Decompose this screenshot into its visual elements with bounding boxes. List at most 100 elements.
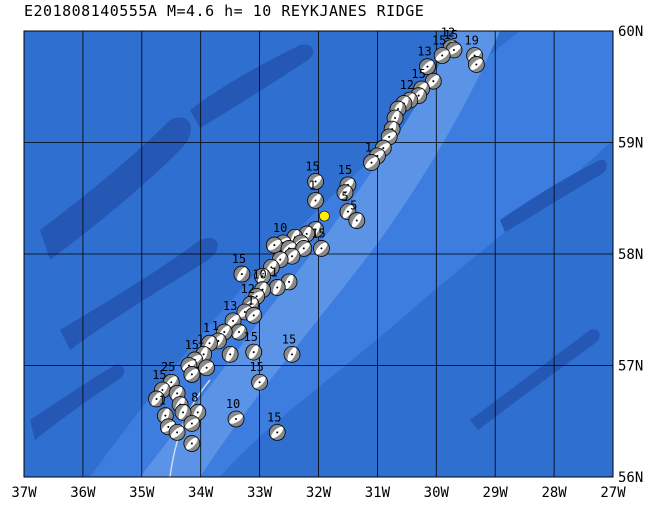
- depth-label: 1: [203, 321, 210, 335]
- beachball-center: [232, 319, 235, 322]
- beachball-center: [370, 161, 373, 164]
- depth-label: 1: [365, 141, 372, 155]
- focal-mechanism: [307, 192, 324, 209]
- beachball-center: [243, 310, 246, 313]
- depth-label: 12: [241, 282, 255, 296]
- focal-mechanism: [424, 72, 442, 90]
- beachball-center: [161, 389, 164, 392]
- beachball-center: [164, 414, 167, 417]
- beachball-center: [288, 280, 291, 283]
- beachball-center: [314, 180, 317, 183]
- focal-mechanism: [183, 415, 201, 432]
- focal-mechanism: [363, 154, 380, 171]
- longitude-tick-label: 29W: [483, 485, 509, 501]
- mechanism-events: [148, 39, 485, 452]
- longitude-tick-label: 27W: [600, 485, 626, 501]
- focal-mechanism: [307, 173, 324, 190]
- beachball-center: [397, 108, 400, 111]
- depth-label: 13: [223, 299, 237, 313]
- focal-mechanism: [433, 47, 451, 64]
- beachball-center: [441, 54, 444, 57]
- beachball-center: [167, 425, 170, 428]
- beachball-center: [217, 339, 220, 342]
- focal-mechanism: [221, 345, 239, 363]
- beachball-center: [314, 228, 317, 231]
- depth-label: 8: [191, 390, 198, 404]
- latitude-tick-label: 59N: [618, 136, 643, 152]
- depth-label: 10: [226, 397, 240, 411]
- latitude-tick-label: 58N: [618, 247, 643, 263]
- depth-label: 15: [432, 34, 446, 48]
- beachball-center: [432, 80, 435, 83]
- beachball-center: [290, 353, 293, 356]
- focal-mechanism: [183, 435, 201, 452]
- latitude-tick-label: 57N: [618, 359, 643, 375]
- beachball-center: [276, 431, 279, 434]
- longitude-tick-label: 34W: [188, 485, 214, 501]
- beachball-center: [344, 191, 347, 194]
- depth-label: 10: [252, 268, 266, 282]
- depth-label: 15: [311, 226, 325, 240]
- deep-basin-patch: [190, 44, 314, 128]
- depth-label: 1: [159, 394, 166, 408]
- beachball-center: [255, 295, 258, 298]
- depth-label: 15: [152, 368, 166, 382]
- depth-label: 15: [243, 330, 257, 344]
- longitude-tick-label: 35W: [129, 485, 155, 501]
- event-header: E201808140555A M=4.6 h= 10 REYKJANES RID…: [24, 2, 425, 20]
- beachball-center: [252, 314, 255, 317]
- beachball-center: [270, 266, 273, 269]
- beachball-center: [235, 418, 238, 421]
- deep-basin-patch: [500, 159, 607, 232]
- longitude-tick-label: 32W: [306, 485, 332, 501]
- beachball-center: [237, 331, 240, 334]
- longitude-tick-label: 28W: [541, 485, 567, 501]
- focal-mechanism: [265, 236, 283, 254]
- depth-label: 15: [338, 163, 352, 177]
- depth-label: 15: [249, 360, 263, 374]
- beachball-center: [205, 366, 208, 369]
- depth-label: 15: [282, 332, 296, 346]
- depth-label: 1: [271, 265, 278, 279]
- beachball-center: [208, 342, 211, 345]
- beachball-center: [249, 303, 252, 306]
- depth-label: 15: [411, 67, 425, 81]
- depth-label: 12: [400, 78, 414, 92]
- focal-mechanism: [283, 345, 301, 363]
- focal-mechanism: [467, 56, 485, 73]
- depth-label: 1: [309, 178, 316, 192]
- beachball-center: [240, 273, 243, 276]
- focal-mechanism: [245, 306, 263, 324]
- depth-label: 12: [441, 26, 455, 40]
- longitude-tick-label: 33W: [247, 485, 273, 501]
- beachball-center: [261, 275, 264, 278]
- beachball-center: [320, 247, 323, 250]
- longitude-tick-label: 31W: [365, 485, 391, 501]
- beachball-center: [473, 54, 476, 57]
- focal-mechanism: [227, 410, 245, 428]
- depth-label: 15: [267, 410, 281, 424]
- beachball-center: [187, 364, 190, 367]
- beachball-center: [229, 353, 232, 356]
- depth-label: 25: [161, 360, 175, 374]
- longitude-tick-label: 37W: [11, 485, 37, 501]
- beachball-center: [355, 219, 358, 222]
- depth-label: 5: [350, 199, 357, 213]
- depth-label: 1: [212, 319, 219, 333]
- focal-mechanism: [198, 359, 215, 377]
- beachball-center: [170, 381, 173, 384]
- beachball-center: [273, 244, 276, 247]
- beachball-center: [279, 258, 282, 261]
- depth-label: 15: [232, 252, 246, 266]
- beachball-center: [382, 147, 385, 150]
- beachball-center: [302, 247, 305, 250]
- beachball-center: [176, 431, 179, 434]
- beachball-center: [190, 422, 193, 425]
- depth-label: 13: [417, 45, 431, 59]
- focal-mechanism: [251, 373, 269, 391]
- beachball-center: [452, 48, 455, 51]
- track-line: [169, 379, 211, 477]
